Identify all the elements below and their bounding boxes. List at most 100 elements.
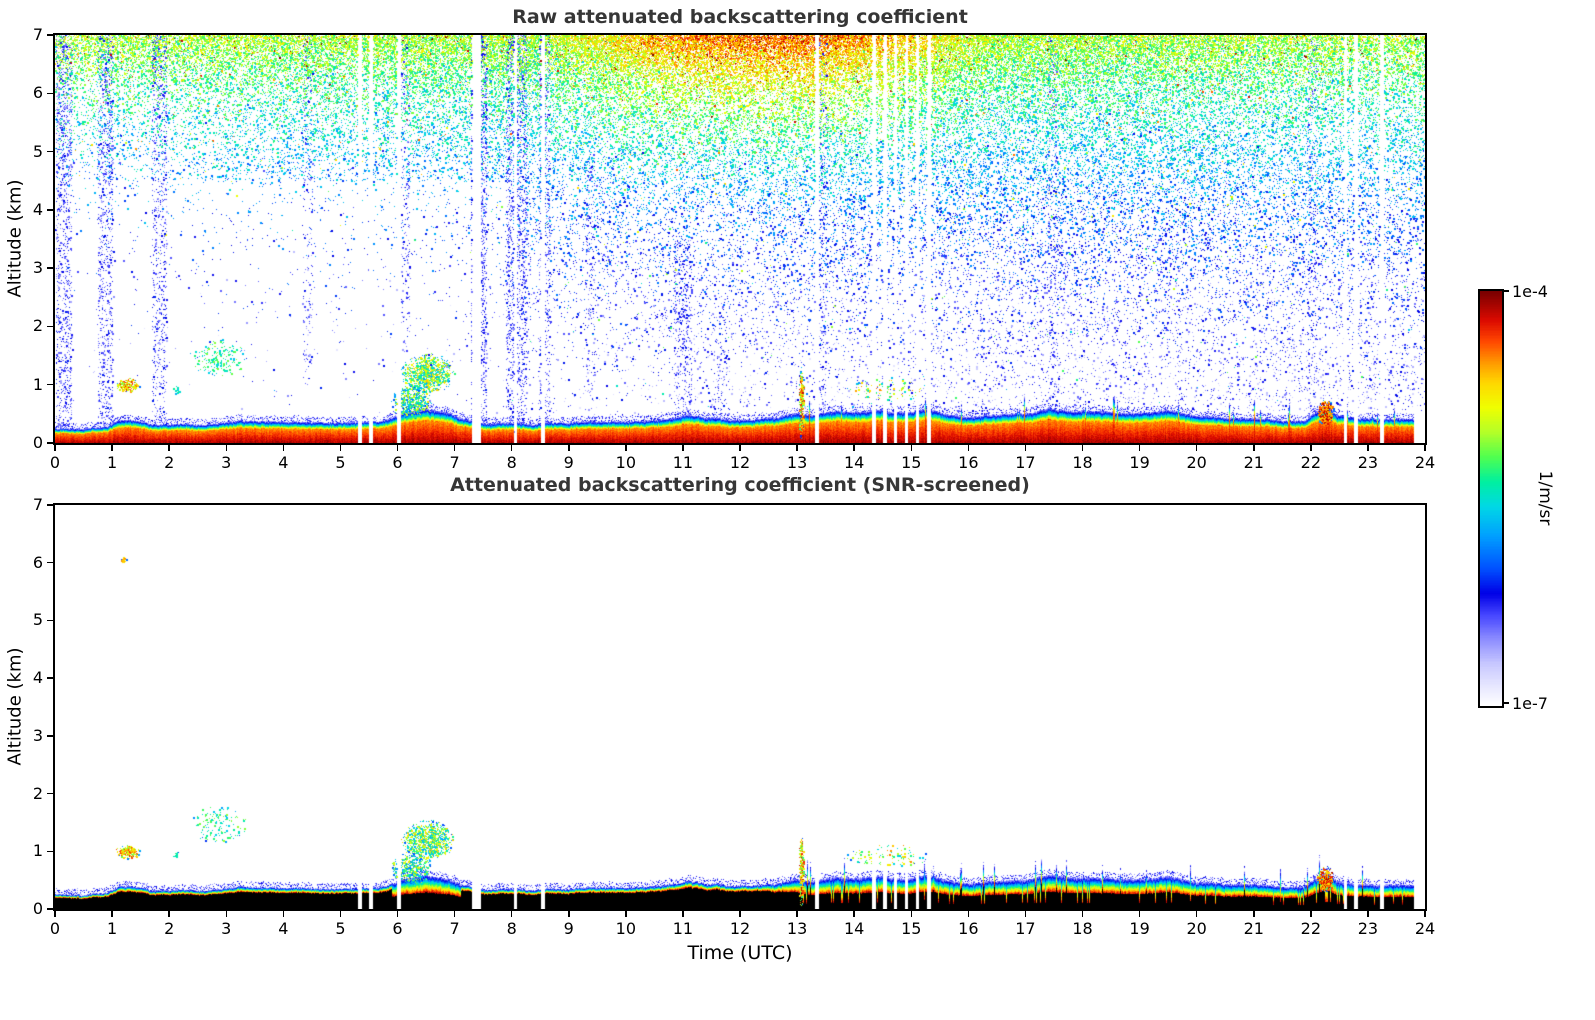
raw-panel-title: Raw attenuated backscattering coefficien… <box>512 6 968 28</box>
x-tick-mark-p2 <box>1081 911 1084 917</box>
y-tick-label-p2: 6 <box>32 552 43 572</box>
x-tick-label-p2: 5 <box>335 919 346 938</box>
x-tick-label-p1: 9 <box>563 453 574 472</box>
y-tick-mark-p1 <box>47 325 53 328</box>
raw-panel-frame <box>53 33 1427 445</box>
x-tick-mark-p1 <box>510 445 513 451</box>
y-tick-label-p1: 5 <box>32 141 43 161</box>
x-tick-mark-p2 <box>339 911 342 917</box>
x-tick-mark-p2 <box>568 911 570 917</box>
x-tick-mark-p1 <box>682 445 684 451</box>
x-tick-mark-p2 <box>111 911 113 917</box>
x-tick-label-p2: 9 <box>563 919 574 938</box>
x-tick-label-p2: 3 <box>221 919 232 938</box>
x-tick-label-p1: 20 <box>1186 453 1207 472</box>
y-tick-mark-p1 <box>47 442 53 444</box>
y-tick-mark-p2 <box>47 677 53 679</box>
y-tick-label-p2: 5 <box>32 610 43 630</box>
x-tick-label-p1: 19 <box>1129 453 1150 472</box>
y-tick-mark-p1 <box>47 209 53 211</box>
colorbar-max-label: 1e-4 <box>1512 282 1548 301</box>
x-tick-label-p1: 2 <box>164 453 175 472</box>
x-tick-mark-p1 <box>1367 445 1369 451</box>
x-tick-label-p1: 0 <box>49 453 61 472</box>
x-tick-label-p1: 7 <box>449 453 460 472</box>
y-tick-mark-p2 <box>47 504 53 506</box>
x-tick-label-p2: 13 <box>786 919 808 938</box>
x-tick-mark-p1 <box>1081 445 1084 451</box>
y-tick-mark-p2 <box>47 792 53 795</box>
x-tick-mark-p2 <box>1024 911 1027 917</box>
colorbar-top-tick <box>1504 290 1509 292</box>
x-tick-label-p1: 18 <box>1072 453 1093 472</box>
x-tick-label-p1: 13 <box>786 453 808 472</box>
x-tick-mark-p1 <box>1195 445 1198 451</box>
y-tick-label-p1: 2 <box>32 316 43 336</box>
x-tick-label-p1: 11 <box>672 453 694 472</box>
y-tick-mark-p1 <box>47 92 53 95</box>
x-tick-mark-p1 <box>1024 445 1027 451</box>
x-tick-label-p2: 7 <box>449 919 460 938</box>
x-tick-label-p2: 17 <box>1015 919 1036 938</box>
x-tick-mark-p1 <box>739 445 741 451</box>
y-tick-mark-p1 <box>47 34 53 36</box>
x-tick-label-p1: 23 <box>1357 453 1379 472</box>
x-tick-label-p2: 4 <box>278 919 289 938</box>
x-tick-label-p2: 15 <box>901 919 922 938</box>
y-tick-mark-p2 <box>47 908 53 910</box>
y-tick-label-p1: 6 <box>32 83 43 103</box>
x-tick-mark-p1 <box>1253 445 1255 451</box>
y-tick-mark-p2 <box>47 619 53 622</box>
y-tick-label-p1: 3 <box>32 258 43 278</box>
x-tick-mark-p1 <box>339 445 342 451</box>
y-tick-label-p1: 4 <box>32 199 43 219</box>
screened-panel-frame <box>53 503 1427 911</box>
screened-ylabel: Altitude (km) <box>4 647 26 766</box>
x-tick-label-p2: 16 <box>958 919 979 938</box>
x-tick-label-p2: 18 <box>1072 919 1093 938</box>
y-tick-mark-p2 <box>47 735 53 737</box>
x-tick-label-p1: 10 <box>615 453 636 472</box>
x-tick-mark-p1 <box>168 445 170 451</box>
x-tick-mark-p1 <box>282 445 285 451</box>
x-tick-mark-p2 <box>1138 911 1141 917</box>
x-tick-label-p1: 1 <box>106 453 118 472</box>
x-tick-label-p1: 14 <box>843 453 865 472</box>
x-tick-mark-p1 <box>453 445 456 451</box>
x-tick-mark-p2 <box>625 911 627 917</box>
y-tick-label-p2: 0 <box>32 899 43 918</box>
x-tick-label-p2: 1 <box>106 919 118 938</box>
x-tick-label-p1: 22 <box>1300 453 1321 472</box>
x-tick-label-p1: 24 <box>1414 453 1436 472</box>
x-tick-mark-p1 <box>853 445 855 451</box>
x-tick-label-p2: 6 <box>392 919 403 938</box>
x-tick-mark-p2 <box>453 911 456 917</box>
x-tick-mark-p2 <box>1424 911 1426 917</box>
y-tick-label-p1: 1 <box>32 374 43 394</box>
x-tick-mark-p2 <box>967 911 970 917</box>
x-tick-label-p1: 21 <box>1243 453 1264 472</box>
y-tick-mark-p1 <box>47 150 53 153</box>
x-tick-mark-p1 <box>1138 445 1141 451</box>
y-tick-label-p2: 7 <box>32 495 43 514</box>
x-tick-mark-p1 <box>568 445 570 451</box>
x-tick-mark-p2 <box>282 911 285 917</box>
x-tick-mark-p2 <box>796 911 798 917</box>
x-tick-label-p1: 17 <box>1015 453 1036 472</box>
x-tick-label-p2: 10 <box>615 919 636 938</box>
x-tick-mark-p2 <box>225 911 227 917</box>
y-tick-mark-p2 <box>47 850 53 853</box>
x-tick-label-p2: 21 <box>1243 919 1264 938</box>
x-tick-mark-p2 <box>510 911 513 917</box>
x-tick-mark-p2 <box>739 911 741 917</box>
x-tick-mark-p1 <box>796 445 798 451</box>
x-tick-label-p2: 22 <box>1300 919 1321 938</box>
x-tick-label-p2: 20 <box>1186 919 1207 938</box>
raw-heatmap-canvas <box>55 35 1425 443</box>
y-tick-mark-p2 <box>47 561 53 564</box>
x-tick-label-p1: 15 <box>901 453 922 472</box>
x-tick-label-p1: 16 <box>958 453 979 472</box>
time-axis-label: Time (UTC) <box>687 942 793 964</box>
x-tick-label-p2: 8 <box>506 919 517 938</box>
